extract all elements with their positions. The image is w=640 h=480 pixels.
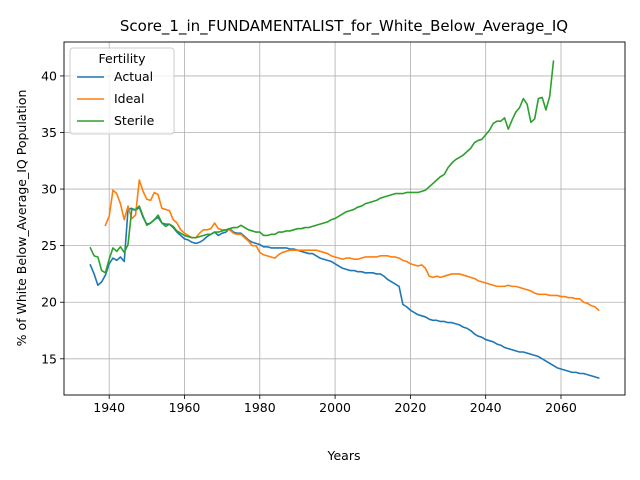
legend-label-sterile: Sterile	[114, 113, 155, 128]
chart-title: Score_1_in_FUNDAMENTALIST_for_White_Belo…	[120, 17, 568, 36]
legend-title: Fertility	[99, 51, 147, 66]
y-axis-label: % of White Below_Average_IQ Population	[14, 90, 29, 347]
x-tick-label: 2060	[545, 400, 577, 415]
x-tick-label: 1960	[169, 400, 201, 415]
y-tick-label: 30	[41, 182, 57, 197]
y-tick-label: 25	[41, 238, 57, 253]
y-tick-label: 20	[41, 295, 57, 310]
y-tick-label: 35	[41, 125, 57, 140]
grid-lines	[64, 42, 625, 395]
x-axis-label: Years	[327, 448, 361, 463]
y-tick-label: 40	[41, 68, 57, 83]
legend: Fertility Actual Ideal Sterile	[69, 47, 175, 135]
axis-ticks: 1940 1960 1980 2000 2020 2040 2060 15 20 25 30 35 40	[41, 68, 577, 415]
x-tick-label: 2000	[319, 400, 351, 415]
x-tick-label: 1980	[244, 400, 276, 415]
x-tick-label: 2040	[470, 400, 502, 415]
series-line-ideal	[104, 179, 600, 312]
plot-frame	[63, 41, 626, 396]
series-line-sterile	[89, 60, 555, 274]
y-tick-label: 15	[41, 351, 57, 366]
series-lines	[89, 60, 600, 380]
x-tick-label: 2020	[394, 400, 426, 415]
legend-label-ideal: Ideal	[114, 91, 144, 106]
legend-label-actual: Actual	[114, 69, 153, 84]
legend-box	[69, 47, 175, 135]
x-tick-label: 1940	[93, 400, 125, 415]
